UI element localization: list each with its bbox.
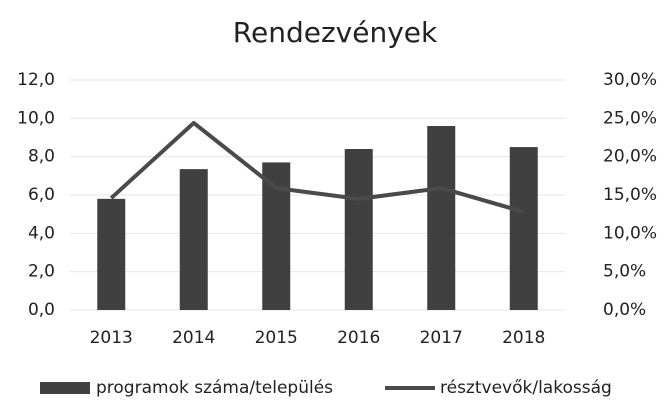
bar [344, 149, 373, 310]
y-tick-label: 6,0 [28, 185, 55, 205]
bar [262, 162, 291, 310]
y-tick-label: 12,0 [17, 70, 55, 90]
y2-tick-label: 25,0% [603, 108, 657, 128]
legend-swatch [40, 382, 90, 394]
chart-title: Rendezvények [233, 16, 438, 49]
y2-tick-label: 15,0% [603, 185, 657, 205]
bar [427, 126, 456, 310]
y-tick-label: 2,0 [28, 262, 55, 282]
x-tick-label: 2014 [172, 328, 215, 348]
legend-label: résztvevők/lakosság [440, 378, 612, 398]
x-tick-label: 2016 [337, 328, 380, 348]
y-tick-label: 10,0 [17, 108, 55, 128]
y-tick-label: 4,0 [28, 223, 55, 243]
y2-tick-label: 30,0% [603, 70, 657, 90]
y-tick-label: 0,0 [28, 300, 55, 320]
bar [179, 169, 208, 310]
legend-label: programok száma/település [96, 378, 333, 398]
y2-tick-label: 10,0% [603, 223, 657, 243]
y2-tick-label: 20,0% [603, 147, 657, 167]
x-tick-label: 2018 [502, 328, 545, 348]
y2-tick-label: 0,0% [603, 300, 646, 320]
x-tick-label: 2013 [90, 328, 133, 348]
x-tick-label: 2015 [255, 328, 298, 348]
x-tick-label: 2017 [420, 328, 463, 348]
y2-tick-label: 5,0% [603, 262, 646, 282]
y-tick-label: 8,0 [28, 147, 55, 167]
bar [509, 147, 538, 310]
line [109, 120, 525, 214]
bar [97, 198, 126, 310]
